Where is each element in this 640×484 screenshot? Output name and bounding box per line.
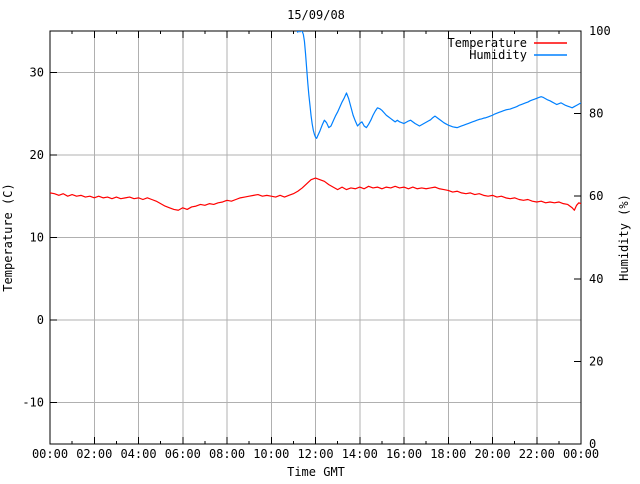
x-tick-label: 20:00 — [474, 447, 510, 461]
legend-label-temperature: Temperature — [448, 36, 527, 50]
x-tick-label: 06:00 — [165, 447, 201, 461]
x-tick-label: 18:00 — [430, 447, 466, 461]
y-right-tick-label: 80 — [589, 107, 603, 121]
x-axis-label: Time GMT — [287, 465, 345, 479]
axis-ticks — [49, 30, 582, 445]
x-tick-label: 12:00 — [297, 447, 333, 461]
x-tick-label: 00:00 — [32, 447, 68, 461]
y-right-tick-label: 0 — [589, 437, 596, 451]
y-left-tick-label: 30 — [30, 65, 44, 79]
y-left-tick-label: -10 — [22, 396, 44, 410]
y-right-tick-label: 20 — [589, 354, 603, 368]
y-left-tick-label: 20 — [30, 148, 44, 162]
axis-labels: 00:00 02:00 04:00 06:00 08:00 10:00 12:00 14:00… — [1, 8, 631, 479]
legend-label-humidity: Humidity — [469, 48, 527, 62]
y-axis-label-left: Temperature (C) — [1, 183, 15, 291]
x-tick-label: 02:00 — [76, 447, 112, 461]
x-tick-label: 08:00 — [209, 447, 245, 461]
y-left-tick-label: 10 — [30, 231, 44, 245]
y-right-tick-label: 40 — [589, 272, 603, 286]
x-tick-label: 04:00 — [120, 447, 156, 461]
y-left-tick-label: 0 — [37, 313, 44, 327]
temperature-line — [50, 177, 581, 211]
x-tick-label: 22:00 — [519, 447, 555, 461]
y-right-tick-label: 60 — [589, 189, 603, 203]
series-lines — [50, 31, 581, 211]
chart-title: 15/09/08 — [287, 8, 345, 22]
x-tick-label: 10:00 — [253, 447, 289, 461]
y-axis-label-right: Humidity (%) — [617, 194, 631, 281]
x-tick-label: 00:00 — [563, 447, 599, 461]
y-right-tick-label: 100 — [589, 24, 611, 38]
x-tick-label: 14:00 — [342, 447, 378, 461]
humidity-line — [296, 31, 581, 139]
x-tick-label: 16:00 — [386, 447, 422, 461]
gridlines — [50, 31, 581, 444]
